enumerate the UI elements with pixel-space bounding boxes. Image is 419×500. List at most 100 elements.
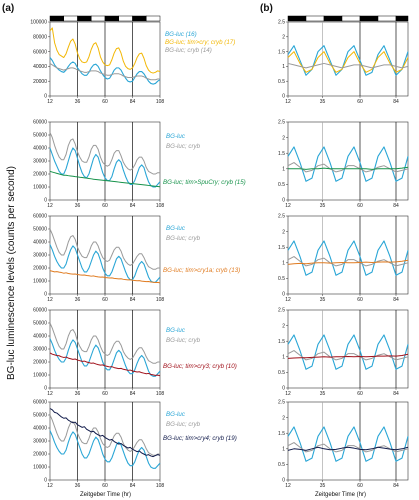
y-tick-label: 20000: [33, 79, 47, 85]
light-dark-segment: [377, 15, 397, 22]
legend-entry: BG-luc; cryb (14): [165, 47, 212, 54]
x-tick-label: 108: [156, 99, 165, 105]
y-tick-label: 2: [282, 135, 285, 141]
y-tick-label: 60000: [33, 214, 47, 220]
y-tick-label: 2: [282, 229, 285, 235]
x-tick-label: 12: [285, 391, 291, 397]
x-tick-label: 12: [47, 203, 53, 209]
x-tick-label: 84: [130, 483, 136, 489]
plot-frame: [287, 121, 409, 201]
series-line-cry-b: [287, 442, 409, 453]
series-line-bg-luc: [287, 146, 409, 182]
x-tick-label: 60: [357, 99, 363, 105]
x-tick-label: 84: [130, 297, 136, 303]
y-tick-label: 10000: [33, 279, 47, 285]
series-line-cry-b: [49, 132, 160, 175]
chart-a-3: 0 10000 20000 30000 40000 50000 60000 12 36 60 84 1…: [33, 214, 240, 303]
light-dark-segment: [146, 15, 161, 22]
legend-entry: BG-luc: [166, 411, 186, 418]
series-line-cry-b: [49, 414, 160, 456]
y-tick-label: 1.5: [278, 49, 285, 55]
y-tick-label: 2.5: [278, 120, 285, 126]
x-tick-label: 36: [75, 297, 81, 303]
y-tick-label: 80000: [33, 35, 47, 41]
x-tick-label: 108: [156, 483, 165, 489]
x-tick-label: 60: [357, 297, 363, 303]
y-tick-label: 1: [282, 261, 285, 267]
light-dark-segment: [341, 15, 361, 22]
x-tick-label: 36: [75, 483, 81, 489]
light-dark-bar: [287, 15, 409, 22]
legend-entry: BG-luc; tim>cry3; cryb (10): [163, 363, 237, 370]
y-tick-label: 20000: [33, 266, 47, 272]
series-line-cry-b: [287, 62, 409, 69]
chart-a-1: 0 20000 40000 60000 80000 100000 12 36 60 84 108 BG…: [30, 15, 235, 105]
series-line-bg-luc: [287, 334, 409, 370]
plot-frame: [287, 21, 409, 97]
y-tick-label: 30000: [33, 159, 47, 165]
y-tick-label: 1.5: [278, 151, 285, 157]
light-dark-bar: [49, 15, 161, 22]
legend-entry: BG-luc; cryb: [166, 235, 201, 242]
x-tick-label: 35: [320, 483, 326, 489]
panel-b-letter: (b): [260, 3, 273, 14]
y-tick-label: 0: [44, 478, 47, 484]
x-tick-label: 60: [102, 99, 108, 105]
x-tick-label: 60: [357, 483, 363, 489]
y-tick-label: 0: [44, 386, 47, 392]
light-dark-segment: [323, 15, 343, 22]
chart-a-2: 0 10000 20000 30000 40000 50000 60000 12 36 60 84 1…: [33, 120, 246, 209]
y-tick-label: 2.5: [278, 20, 285, 26]
y-tick-label: 40000: [33, 64, 47, 70]
light-dark-segment: [104, 15, 119, 22]
x-tick-label: 35: [320, 203, 326, 209]
x-tick-label: 12: [285, 297, 291, 303]
y-tick-label: 1: [282, 64, 285, 70]
chart-a-5: 0 10000 20000 30000 40000 50000 60000 12 36 60 84 1…: [33, 400, 237, 489]
y-tick-label: 20000: [33, 360, 47, 366]
y-tick-label: 1.5: [278, 245, 285, 251]
chart-b-1: 0 0.5 1 1.5 2 2.5 12 35 60 84: [278, 15, 409, 105]
series-line-cry-b: [49, 228, 160, 270]
chart-b-4: 0 0.5 1 1.5 2 2.5 12 35 60 84: [278, 308, 409, 397]
y-tick-label: 50000: [33, 227, 47, 233]
x-tick-label: 35: [320, 391, 326, 397]
y-tick-label: 1: [282, 447, 285, 453]
series-line-bg-luc: [49, 430, 161, 469]
x-tick-label: 60: [102, 203, 108, 209]
series-line-bg-luc: [287, 45, 409, 76]
x-tick-label: 108: [156, 297, 165, 303]
series-line-tim-cry-row1: [287, 51, 409, 73]
y-tick-label: 0: [282, 292, 285, 298]
y-tick-label: 30000: [33, 347, 47, 353]
y-tick-label: 10000: [33, 373, 47, 379]
y-tick-label: 60000: [33, 400, 47, 406]
series-line-bg-luc: [49, 338, 161, 377]
series-line-tim-cry1a: [287, 259, 409, 265]
x-tick-label: 84: [130, 203, 136, 209]
series-line-bg-luc: [49, 244, 161, 283]
x-tick-label: 35: [320, 99, 326, 105]
series-line-cry-b: [49, 322, 160, 364]
y-tick-label: 2.5: [278, 308, 285, 314]
y-tick-label: 10000: [33, 185, 47, 191]
light-dark-segment: [63, 15, 78, 22]
y-tick-label: 50000: [33, 321, 47, 327]
x-tick-label: 108: [156, 203, 165, 209]
x-tick-label: 12: [285, 99, 291, 105]
y-tick-label: 60000: [33, 308, 47, 314]
y-tick-label: 0.5: [278, 462, 285, 468]
series-line-bg-luc: [287, 426, 409, 462]
y-tick-label: 1.5: [278, 339, 285, 345]
x-tick-label: 35: [320, 297, 326, 303]
x-tick-label: 36: [75, 203, 81, 209]
x-axis-label-b: Zeitgeber Time (hr): [315, 492, 366, 498]
plot-frame: [287, 309, 409, 389]
y-tick-label: 0.5: [278, 79, 285, 85]
x-tick-label: 12: [47, 297, 53, 303]
y-axis-label: BG-luc luminescence levels (counts per s…: [6, 166, 17, 380]
x-tick-label: 60: [102, 391, 108, 397]
y-tick-label: 0: [44, 94, 47, 100]
y-tick-label: 0: [282, 386, 285, 392]
